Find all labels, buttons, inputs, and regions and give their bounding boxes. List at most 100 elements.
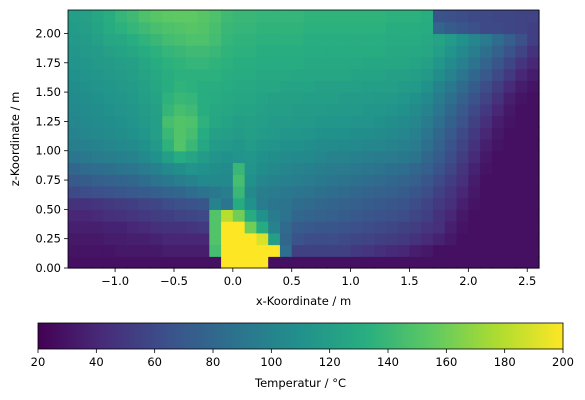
- heatmap-cell: [256, 33, 269, 46]
- heatmap-cell: [362, 197, 375, 210]
- heatmap-cell: [138, 21, 152, 35]
- heatmap-cell: [173, 139, 187, 152]
- heatmap-cell: [150, 127, 163, 140]
- heatmap-cell: [527, 10, 540, 23]
- heatmap-cell: [126, 33, 140, 46]
- heatmap-cell: [91, 244, 104, 257]
- heatmap-cell: [315, 197, 328, 210]
- heatmap-cell: [350, 221, 363, 234]
- heatmap-cell: [268, 92, 281, 105]
- heatmap-cell: [421, 174, 434, 187]
- heatmap-cell: [338, 256, 352, 269]
- heatmap-cell: [480, 127, 493, 140]
- heatmap-cell: [244, 21, 257, 35]
- heatmap-cell: [126, 45, 140, 58]
- heatmap-cell: [444, 68, 458, 81]
- heatmap-cell: [279, 221, 293, 234]
- heatmap-cell: [468, 56, 481, 70]
- heatmap-cell: [456, 221, 469, 234]
- heatmap-cell: [315, 33, 328, 46]
- heatmap-cell: [91, 174, 104, 187]
- heatmap-cell: [327, 127, 340, 140]
- heatmap-cell: [115, 209, 128, 222]
- heatmap-cell: [244, 174, 257, 187]
- heatmap-cell: [103, 127, 116, 140]
- heatmap-cell: [338, 103, 352, 117]
- heatmap-cell: [303, 80, 316, 93]
- heatmap-cell: [303, 256, 316, 269]
- heatmap-cell: [291, 221, 305, 234]
- heatmap-cell: [209, 127, 222, 140]
- heatmap-cell: [150, 256, 163, 269]
- heatmap-cell: [385, 185, 399, 199]
- heatmap-cell: [221, 174, 234, 187]
- heatmap-cell: [185, 256, 199, 269]
- heatmap-cell: [209, 232, 222, 246]
- heatmap-cell: [79, 244, 93, 257]
- heatmap-cell: [338, 80, 352, 93]
- heatmap-cell: [150, 45, 163, 58]
- heatmap-cell: [385, 244, 399, 257]
- heatmap-cell: [433, 45, 446, 58]
- heatmap-cell: [79, 56, 93, 70]
- heatmap-cell: [362, 174, 375, 187]
- heatmap-cell: [256, 221, 269, 234]
- heatmap-cell: [209, 80, 222, 93]
- heatmap-cell: [397, 45, 411, 58]
- heatmap-cell: [173, 80, 187, 93]
- heatmap-cell: [503, 80, 517, 93]
- heatmap-cell: [303, 115, 316, 128]
- heatmap-cell: [91, 150, 104, 164]
- heatmap-cell: [338, 45, 352, 58]
- heatmap-cell: [338, 221, 352, 234]
- heatmap-cell: [385, 127, 399, 140]
- heatmap-cell: [409, 92, 422, 105]
- heatmap-cell: [221, 45, 234, 58]
- heatmap-cell: [362, 232, 375, 246]
- heatmap-cell: [315, 232, 328, 246]
- heatmap-cell: [91, 232, 104, 246]
- heatmap-cell: [256, 10, 269, 23]
- heatmap-cell: [515, 21, 528, 35]
- heatmap-cell: [197, 33, 210, 46]
- heatmap-cell: [468, 174, 481, 187]
- heatmap-cell: [409, 127, 422, 140]
- heatmap-cell: [197, 185, 210, 199]
- heatmap-cell: [185, 56, 199, 70]
- heatmap-cell: [303, 150, 316, 164]
- heatmap-cell: [444, 209, 458, 222]
- heatmap-cell: [362, 103, 375, 117]
- colorbar-tick-label: 200: [552, 355, 574, 369]
- heatmap-cell: [374, 197, 387, 210]
- heatmap-cell: [291, 174, 305, 187]
- y-tick-label: 0.75: [35, 173, 61, 187]
- heatmap-cell: [291, 232, 305, 246]
- heatmap-cell: [468, 33, 481, 46]
- heatmap-cell: [268, 103, 281, 117]
- heatmap-cell: [350, 127, 363, 140]
- heatmap-cell: [209, 209, 222, 222]
- heatmap-cell: [491, 33, 505, 46]
- heatmap-cell: [279, 21, 293, 35]
- heatmap-cell: [244, 103, 257, 117]
- heatmap-cell: [103, 256, 116, 269]
- heatmap-cell: [232, 185, 246, 199]
- heatmap-cell: [103, 221, 116, 234]
- heatmap-cell: [173, 232, 187, 246]
- heatmap-cell: [327, 10, 340, 23]
- colorbar-tick-label: 180: [494, 355, 516, 369]
- heatmap-cell: [197, 80, 210, 93]
- heatmap-cell: [397, 221, 411, 234]
- heatmap-cell: [138, 174, 152, 187]
- heatmap-cell: [338, 139, 352, 152]
- heatmap-cell: [527, 80, 540, 93]
- heatmap-cell: [173, 10, 187, 23]
- heatmap-cell: [126, 209, 140, 222]
- heatmap-cell: [385, 45, 399, 58]
- heatmap-cell: [91, 68, 104, 81]
- heatmap-cell: [91, 21, 104, 35]
- heatmap-cell: [421, 244, 434, 257]
- heatmap-cell: [480, 33, 493, 46]
- heatmap-cell: [374, 68, 387, 81]
- heatmap-cell: [385, 197, 399, 210]
